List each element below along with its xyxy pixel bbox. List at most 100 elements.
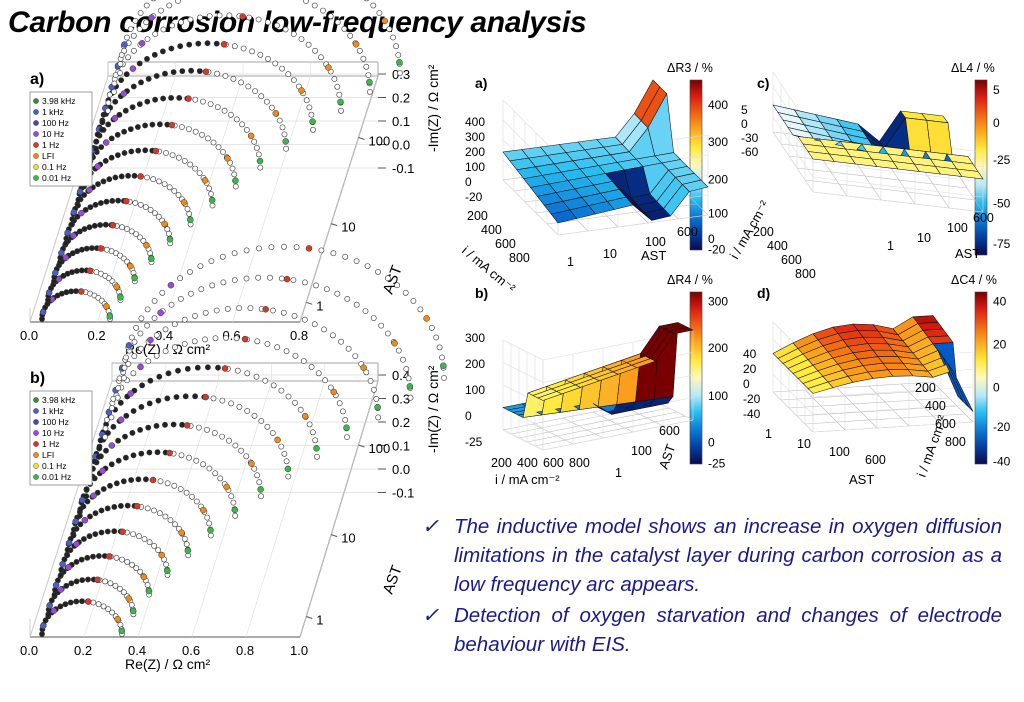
y-tick-label: -0.1 [392, 486, 414, 501]
data-point [140, 573, 148, 581]
data-point [142, 476, 149, 483]
grid-line [532, 423, 574, 445]
data-point [58, 571, 64, 578]
data-point [202, 393, 209, 401]
data-point [145, 424, 152, 431]
data-point [85, 598, 92, 605]
data-point [105, 409, 113, 416]
z-tick-label: 100 [465, 160, 485, 174]
data-point [441, 375, 447, 381]
data-point [130, 452, 137, 459]
x-tick-label: 0.4 [128, 643, 146, 658]
data-point [112, 582, 119, 589]
data-point [142, 147, 149, 154]
data-point [59, 560, 66, 568]
data-point [151, 298, 158, 304]
ast-tick-label: 1 [567, 255, 574, 269]
data-point [391, 339, 398, 347]
data-point [236, 404, 243, 410]
data-point [291, 313, 298, 319]
data-point [73, 288, 79, 294]
data-point [253, 145, 260, 151]
surface-cell [668, 327, 694, 335]
data-point [86, 186, 93, 194]
data-point [86, 224, 93, 231]
data-point [221, 107, 228, 114]
data-point [48, 597, 55, 604]
data-point [114, 615, 121, 623]
data-point [232, 183, 239, 190]
data-point [105, 553, 113, 560]
data-point [171, 482, 178, 489]
data-point [344, 434, 350, 440]
data-point [136, 533, 142, 540]
data-point [123, 454, 129, 461]
data-point [117, 416, 125, 423]
grid-line [358, 444, 365, 448]
data-point [436, 344, 443, 351]
data-point [119, 224, 125, 231]
data-point [122, 197, 130, 205]
data-point [224, 155, 231, 162]
data-point [142, 204, 149, 210]
data-point [312, 47, 318, 54]
data-point [121, 128, 127, 135]
data-point [92, 531, 99, 537]
data-point [231, 250, 238, 257]
data-point [234, 367, 241, 374]
data-point [156, 178, 162, 185]
data-point [57, 603, 64, 610]
data-point [303, 0, 309, 4]
data-point [193, 457, 200, 464]
data-point [76, 188, 84, 196]
data-point [111, 503, 118, 510]
data-point [145, 587, 153, 595]
data-point [117, 294, 124, 301]
data-point [79, 577, 86, 583]
data-point [125, 361, 132, 367]
data-point [364, 263, 371, 269]
data-point [312, 437, 319, 444]
data-point [252, 88, 258, 94]
data-point [153, 423, 160, 429]
data-point [364, 0, 369, 2]
colorbar-tick-label: -20 [993, 420, 1011, 434]
data-point [82, 206, 89, 213]
legend-marker [33, 109, 39, 115]
legend-label: 10 Hz [42, 129, 64, 139]
data-point [118, 52, 125, 58]
data-point [330, 388, 338, 396]
data-point [211, 430, 218, 436]
data-point [246, 14, 252, 21]
data-point [144, 98, 151, 105]
data-point [94, 131, 101, 138]
data-point [46, 602, 53, 609]
data-point [64, 229, 71, 236]
data-point [130, 83, 137, 90]
ast-tick-label: 10 [603, 247, 617, 261]
data-point [325, 64, 332, 71]
data-point [209, 202, 216, 209]
data-point [390, 34, 396, 41]
data-point [144, 55, 150, 62]
data-point [386, 26, 393, 32]
y-tick-label: 0.0 [392, 138, 410, 153]
data-point [64, 546, 71, 553]
data-point [40, 622, 47, 630]
data-point [344, 296, 351, 302]
data-point [100, 178, 107, 185]
data-point [149, 121, 156, 128]
data-point [164, 480, 171, 487]
data-point [108, 154, 115, 161]
data-point [75, 196, 82, 203]
data-point [144, 174, 150, 181]
y-tick-label: 0.2 [392, 91, 410, 106]
data-point [67, 599, 74, 606]
data-point [63, 235, 70, 242]
data-point [68, 288, 75, 295]
data-point [397, 70, 403, 76]
data-point [106, 313, 114, 320]
data-point [283, 348, 290, 355]
data-point [248, 460, 255, 467]
data-point [381, 17, 388, 25]
